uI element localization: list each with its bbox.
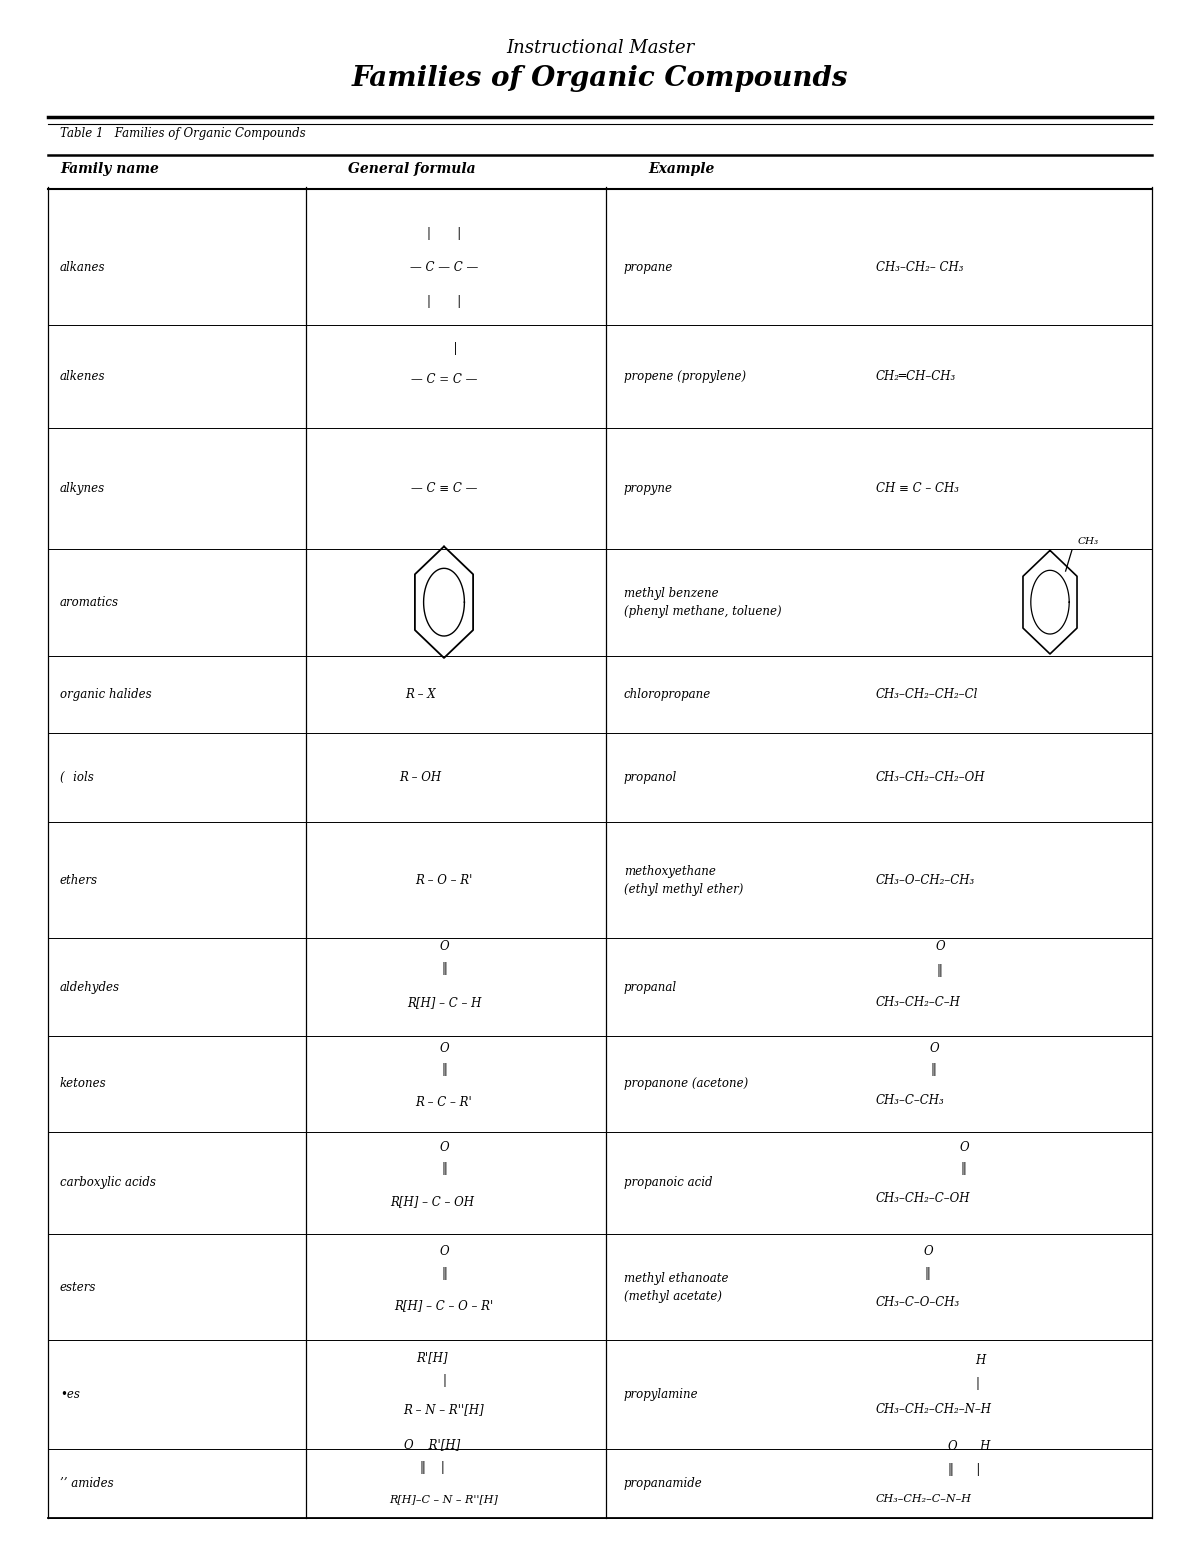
Text: O: O [960, 1141, 970, 1153]
Text: CH₃–CH₂–C–N–H: CH₃–CH₂–C–N–H [876, 1493, 972, 1504]
Text: — C = C —: — C = C — [410, 373, 478, 386]
Text: organic halides: organic halides [60, 688, 151, 700]
Text: aldehydes: aldehydes [60, 980, 120, 994]
Text: ‖: ‖ [442, 1266, 446, 1280]
Text: propanal: propanal [624, 980, 677, 994]
Text: ‖: ‖ [442, 1163, 446, 1175]
Text: R[H] – C – OH: R[H] – C – OH [390, 1195, 474, 1207]
Text: methyl ethanoate
(methyl acetate): methyl ethanoate (methyl acetate) [624, 1271, 728, 1303]
Text: ’’ amides: ’’ amides [60, 1476, 114, 1490]
Text: O      H: O H [948, 1439, 990, 1453]
Text: |: | [431, 342, 457, 356]
Text: CH₃–C–CH₃: CH₃–C–CH₃ [876, 1095, 944, 1107]
Text: CH ≡ C – CH₃: CH ≡ C – CH₃ [876, 482, 959, 495]
Text: alkenes: alkenes [60, 369, 106, 383]
Text: R[H] – C – H: R[H] – C – H [407, 996, 481, 1010]
Text: ‖: ‖ [960, 1163, 966, 1175]
Text: O: O [439, 1042, 449, 1054]
Text: O: O [936, 940, 946, 954]
Text: R – X: R – X [404, 688, 436, 700]
Text: CH₃–CH₂–C–H: CH₃–CH₂–C–H [876, 996, 961, 1010]
Text: |       |: | | [427, 227, 461, 240]
Text: propanamide: propanamide [624, 1476, 703, 1490]
Text: — C — C —: — C — C — [410, 261, 478, 274]
Text: — C ≡ C —: — C ≡ C — [410, 482, 478, 495]
Text: H: H [976, 1354, 986, 1367]
Text: propane: propane [624, 261, 673, 274]
Text: CH₃–CH₂– CH₃: CH₃–CH₂– CH₃ [876, 261, 964, 274]
Text: propanoic acid: propanoic acid [624, 1177, 713, 1189]
Text: ‖    |: ‖ | [420, 1461, 444, 1475]
Text: CH₃–CH₂–C–OH: CH₃–CH₂–C–OH [876, 1192, 971, 1204]
Text: O: O [439, 940, 449, 954]
Text: R'[H]: R'[H] [416, 1351, 448, 1364]
Text: O: O [439, 1141, 449, 1153]
Text: alkynes: alkynes [60, 482, 106, 495]
Text: propyne: propyne [624, 482, 673, 495]
Text: ‖: ‖ [442, 962, 446, 976]
Text: CH₃–CH₂–CH₂–Cl: CH₃–CH₂–CH₂–Cl [876, 688, 978, 700]
Text: CH₃–CH₂–CH₂–OH: CH₃–CH₂–CH₂–OH [876, 771, 985, 784]
Text: methoxyethane
(ethyl methyl ether): methoxyethane (ethyl methyl ether) [624, 864, 743, 897]
Text: O: O [439, 1245, 449, 1258]
Text: CH₂═CH–CH₃: CH₂═CH–CH₃ [876, 369, 956, 383]
Text: ‖: ‖ [442, 1064, 446, 1076]
Text: ethers: ethers [60, 873, 98, 887]
Text: aromatics: aromatics [60, 595, 119, 609]
Text: ketones: ketones [60, 1078, 107, 1090]
Text: CH₃: CH₃ [1078, 536, 1099, 546]
Text: General formula: General formula [348, 162, 475, 176]
Text: Example: Example [648, 162, 714, 176]
Text: CH₃–O–CH₂–CH₃: CH₃–O–CH₂–CH₃ [876, 873, 976, 887]
Text: alkanes: alkanes [60, 261, 106, 274]
Text: O: O [924, 1245, 934, 1258]
Text: ‖: ‖ [924, 1266, 930, 1280]
Text: ‖: ‖ [930, 1064, 936, 1076]
Text: R[H]–C – N – R''[H]: R[H]–C – N – R''[H] [390, 1493, 498, 1504]
Text: O    R'[H]: O R'[H] [404, 1438, 460, 1452]
Text: R – N – R''[H]: R – N – R''[H] [403, 1404, 485, 1416]
Text: |: | [442, 1374, 446, 1387]
Text: O: O [930, 1042, 940, 1054]
Text: Family name: Family name [60, 162, 158, 176]
Text: Instructional Master: Instructional Master [506, 39, 694, 57]
Text: (   iols: ( iols [60, 771, 94, 784]
Text: |: | [976, 1377, 979, 1390]
Text: propanone (acetone): propanone (acetone) [624, 1078, 749, 1090]
Text: propanol: propanol [624, 771, 677, 784]
Text: esters: esters [60, 1280, 96, 1294]
Text: carboxylic acids: carboxylic acids [60, 1177, 156, 1189]
Text: ‖: ‖ [936, 963, 942, 977]
Text: CH₃–CH₂–CH₂–N–H: CH₃–CH₂–CH₂–N–H [876, 1404, 992, 1416]
Text: |       |: | | [427, 295, 461, 308]
Text: ‖      |: ‖ | [948, 1463, 980, 1476]
Text: Table 1   Families of Organic Compounds: Table 1 Families of Organic Compounds [60, 127, 306, 139]
Text: R – O – R': R – O – R' [415, 873, 473, 887]
Text: propene (propylene): propene (propylene) [624, 369, 746, 383]
Text: R[H] – C – O – R': R[H] – C – O – R' [395, 1299, 493, 1313]
Text: methyl benzene
(phenyl methane, toluene): methyl benzene (phenyl methane, toluene) [624, 586, 781, 618]
Text: propylamine: propylamine [624, 1388, 698, 1401]
Text: •es: •es [60, 1388, 80, 1401]
Text: Families of Organic Compounds: Families of Organic Compounds [352, 65, 848, 91]
Text: CH₃–C–O–CH₃: CH₃–C–O–CH₃ [876, 1296, 960, 1309]
Text: R – OH: R – OH [398, 771, 442, 784]
Text: R – C – R': R – C – R' [415, 1096, 473, 1108]
Text: chloropropane: chloropropane [624, 688, 712, 700]
